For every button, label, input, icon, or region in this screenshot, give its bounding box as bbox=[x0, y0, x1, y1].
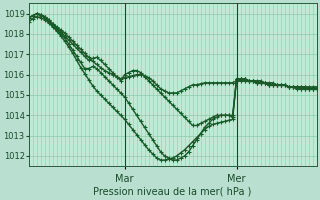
X-axis label: Pression niveau de la mer( hPa ): Pression niveau de la mer( hPa ) bbox=[93, 187, 252, 197]
